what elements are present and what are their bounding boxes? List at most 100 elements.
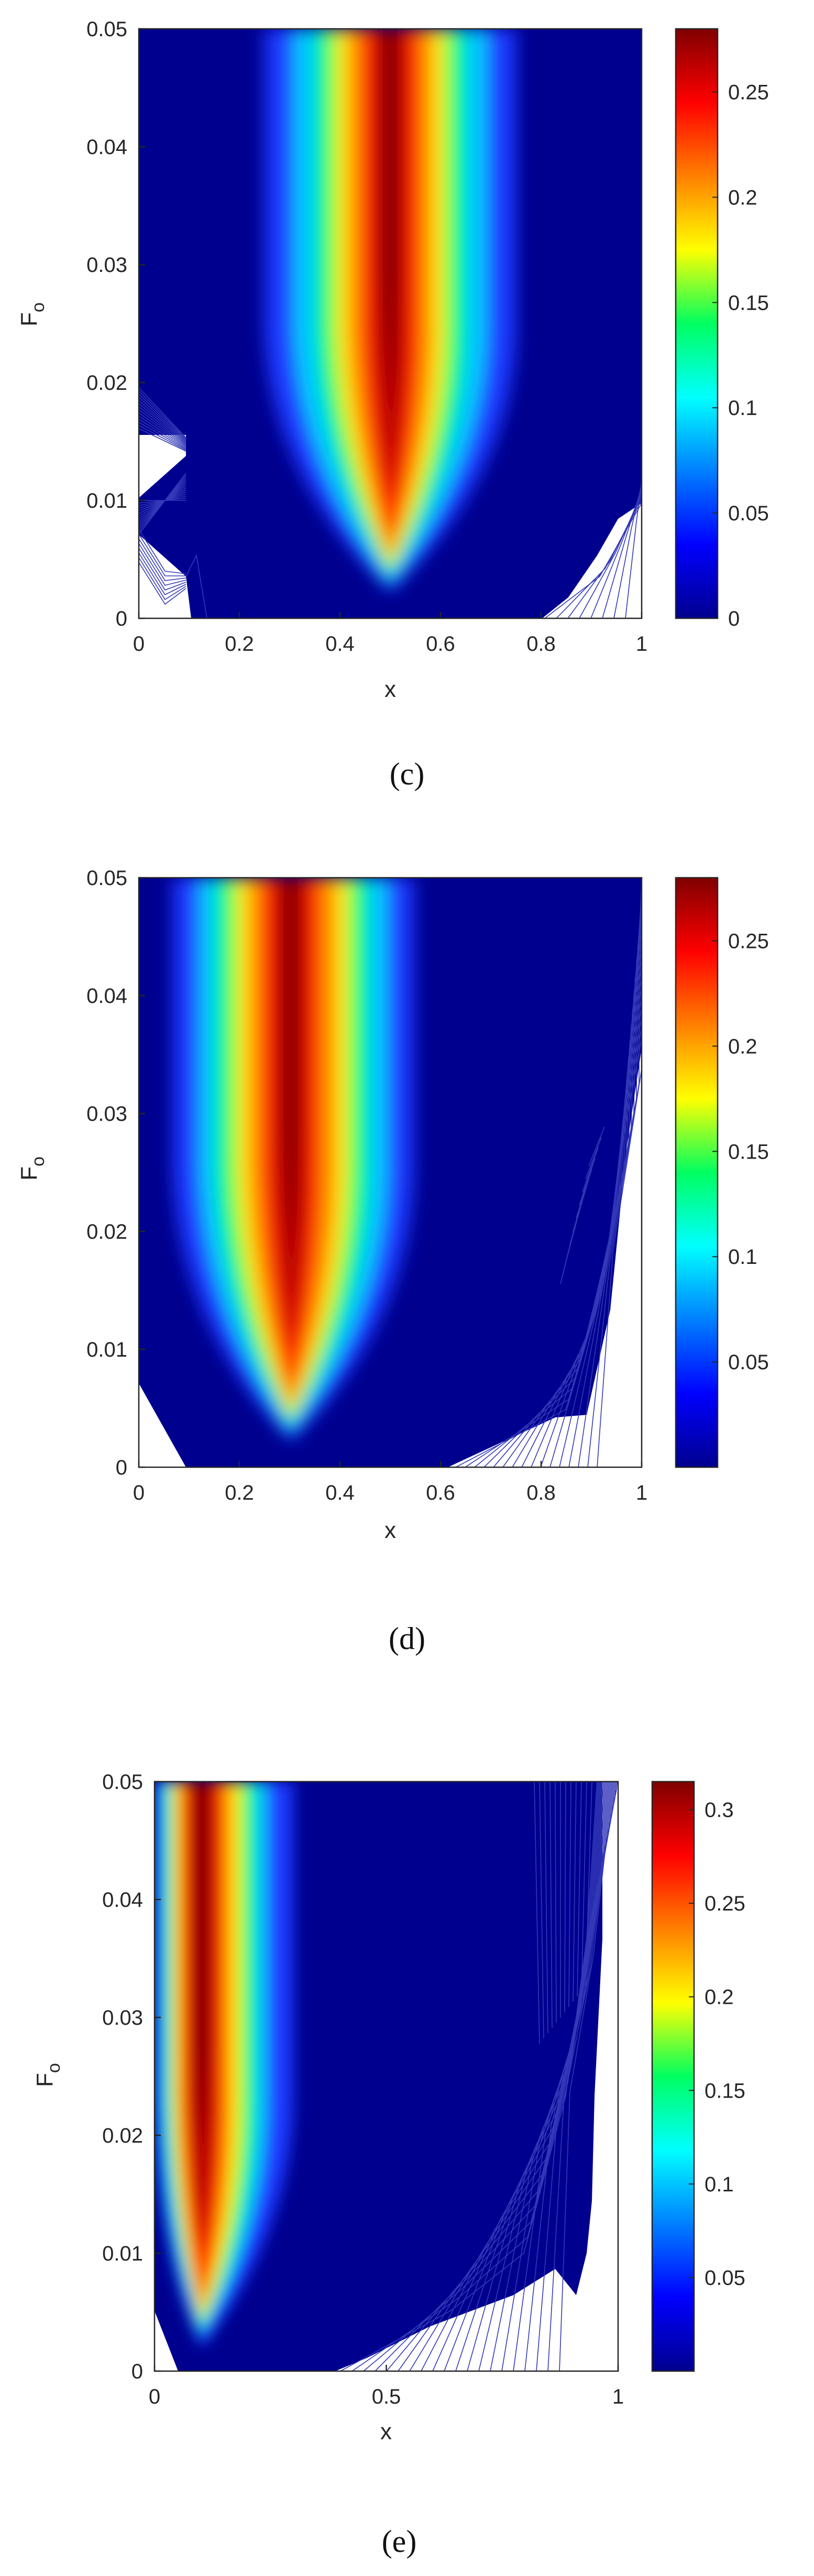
panel-d: 0 0.2 0.4 0.6 0.8 1 0 0.01 0.02 0.03 0.04 0.05 x F… [16,867,769,1656]
contour-line [536,1782,615,2371]
colorbar-tick-label-e: 0.15 [705,2079,745,2102]
colorbar-gradient-e [652,1782,694,2371]
x-axis-label-c: x [384,676,396,702]
y-tick-label-c: 0.02 [86,372,127,395]
contour-line [139,562,186,605]
contour-line [139,416,186,447]
colorbar-frame-d [675,877,719,1468]
x-tick-label-c: 0 [133,632,145,656]
y-tick-label-c: 0.04 [86,136,127,159]
y-tick-label-e: 0 [131,2360,143,2383]
y-tick-label-c: 0.05 [86,18,127,41]
contour-line [139,538,186,581]
y-axis-label-c: Fo [16,302,48,326]
contour-line [139,548,186,591]
colorbar-c: 0 0.05 0.1 0.15 0.2 0.25 [675,28,769,630]
y-ticks-e: 0 0.01 0.02 0.03 0.04 0.05 [102,1771,161,2383]
x-axis-label-e: x [380,2419,392,2444]
y-axis-label-main-d: F [16,1166,42,1181]
x-tick-label-d: 0.8 [526,1481,556,1504]
contour-line [139,403,186,443]
colorbar-ticks-e: 0.05 0.1 0.15 0.2 0.25 0.3 [689,1799,745,2289]
contour-line [588,1126,605,1166]
contour-line [139,400,186,442]
colorbar-tick-label-e: 0.25 [705,1892,745,1915]
y-tick-label-e: 0.02 [102,2124,143,2147]
caption-e: (e) [382,2524,417,2559]
contour-line [139,552,186,596]
x-tick-label-d: 0.4 [325,1481,355,1504]
contour-line [375,1782,601,2371]
contours-e [155,1782,618,2371]
contour-line [613,484,642,618]
contour-line [139,394,186,440]
colorbar-ticks-c: 0 0.05 0.1 0.15 0.2 0.25 [712,81,769,630]
colorbar-tick-label-d: 0.1 [728,1246,757,1269]
contour-line [549,1782,553,2028]
colorbar-tick-label-d: 0.25 [728,930,769,953]
x-tick-label-c: 1 [636,632,647,656]
axes-frame-c [138,28,643,619]
colorbar-ticks-d: 0.05 0.1 0.15 0.2 0.25 [712,930,769,1374]
y-tick-label-d: 0.02 [86,1220,127,1243]
contour-line [139,397,186,441]
x-tick-label-c: 0.6 [426,632,455,656]
contour-line [139,428,186,452]
y-tick-label-c: 0.01 [86,489,127,512]
x-tick-label-c: 0.8 [526,632,556,656]
contour-line [524,1782,614,2371]
x-tick-label-c: 0.4 [325,632,355,656]
y-tick-label-e: 0.03 [102,2006,143,2029]
contour-line [139,387,186,438]
contour-line [139,473,186,535]
contour-line [544,1782,548,2034]
x-tick-label-d: 1 [636,1481,647,1504]
contour-line [139,557,186,601]
colorbar-tick-label-e: 0.3 [705,1799,734,1822]
colorbar-e: 0.05 0.1 0.15 0.2 0.25 0.3 [651,1781,745,2372]
caption-c: (c) [390,757,425,791]
colorbar-tick-label-e: 0.05 [705,2266,745,2289]
colorbar-tick-label-d: 0.05 [728,1351,769,1374]
y-tick-label-d: 0 [116,1456,127,1479]
contour-line [585,1782,592,1986]
axes-frame-d [138,877,643,1468]
contour-line [139,406,186,444]
x-tick-label-d: 0.2 [225,1481,254,1504]
panel-c: 0 0.2 0.4 0.6 0.8 1 0 0.01 0.02 0.03 0.04 0.05 x F… [16,18,769,791]
caption-d: (d) [389,1621,425,1656]
y-tick-label-c: 0 [116,607,127,630]
contour-line [582,1147,599,1193]
contour-line [576,1168,592,1219]
y-tick-label-e: 0.04 [102,1889,143,1912]
y-tick-label-d: 0.05 [86,867,127,890]
contour-line [602,487,642,618]
contour-line [139,533,186,576]
colorbar-gradient-c [676,29,718,618]
x-tick-label-d: 0.6 [426,1481,455,1504]
contour-line [559,1782,618,2371]
y-axis-label-main-e: F [32,2073,58,2087]
contour-line [585,1137,602,1180]
contour-line [555,1782,557,2023]
x-ticks-d: 0 0.2 0.4 0.6 0.8 1 [133,1461,647,1504]
contour-line [139,412,186,446]
colorbar-tick-label-c: 0 [728,607,740,630]
contour-line [139,409,186,445]
heatmap-d [139,878,642,1467]
contour-line [139,390,186,439]
contour-line [573,1782,577,2002]
y-axis-label-sub-c: o [28,302,48,312]
y-axis-label-sub-e: o [44,2063,64,2073]
colorbar-tick-label-c: 0.15 [728,291,769,314]
contour-line [501,1782,612,2371]
y-axis-label-d: Fo [16,1156,48,1181]
heatmap-e [155,1782,618,2371]
heatmap-c [139,29,642,618]
contour-line [564,1782,566,2013]
y-tick-label-c: 0.03 [86,254,127,277]
colorbar-tick-label-d: 0.15 [728,1140,769,1163]
x-tick-label-e: 1 [612,2385,624,2408]
contour-line [490,1782,611,2371]
